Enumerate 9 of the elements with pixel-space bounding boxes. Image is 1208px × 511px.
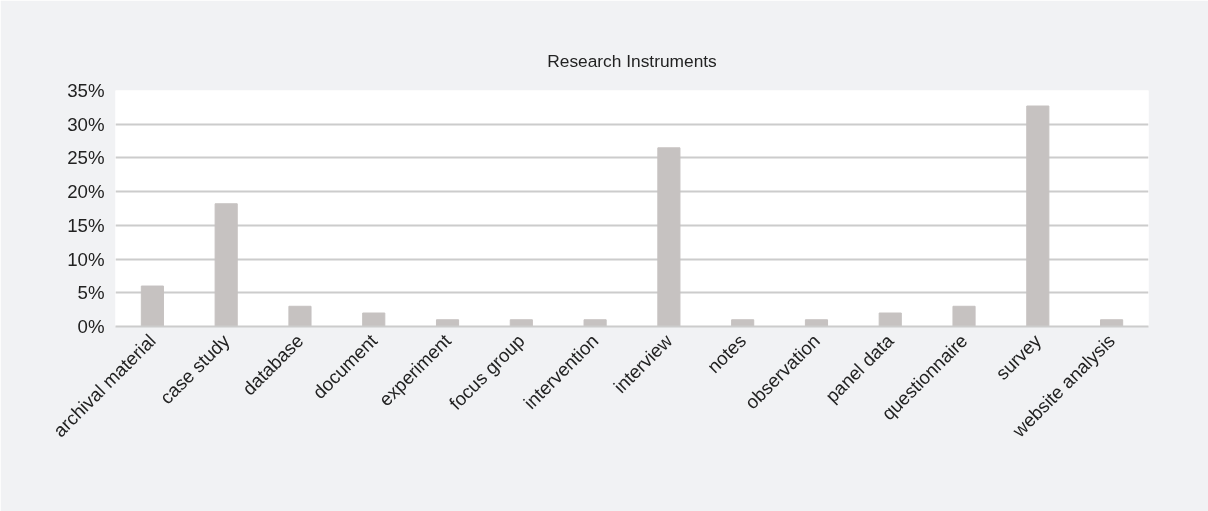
y-tick-label: 30% xyxy=(67,113,105,135)
chart-title: Research Instruments xyxy=(547,50,718,71)
y-tick-label: 0% xyxy=(77,316,105,337)
y-tick-label: 5% xyxy=(77,282,105,304)
y-tick-label: 15% xyxy=(67,214,105,236)
y-tick-label: 20% xyxy=(67,181,105,203)
y-tick-label: 10% xyxy=(67,248,105,270)
y-tick-label: 35% xyxy=(67,80,105,101)
y-tick-label: 25% xyxy=(67,147,105,169)
